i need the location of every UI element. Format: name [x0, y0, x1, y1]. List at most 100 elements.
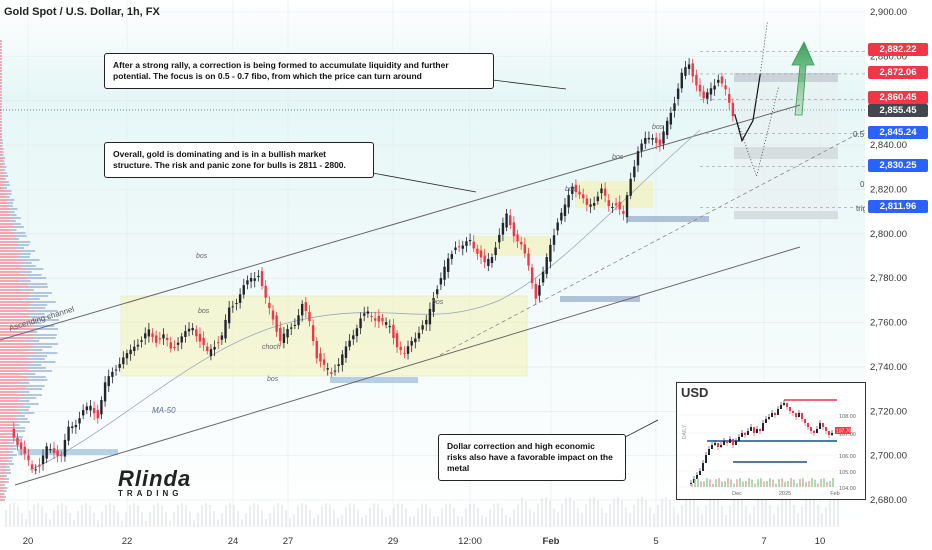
candle-body	[111, 371, 114, 377]
candle-body	[523, 244, 527, 254]
candle-body	[585, 198, 589, 205]
profile-bar	[0, 79, 2, 81]
profile-bar	[1, 79, 2, 81]
volume-bar	[477, 507, 479, 527]
projection-dotted	[734, 87, 779, 178]
profile-bar	[0, 367, 28, 369]
volume-bar	[669, 499, 671, 527]
profile-bar	[0, 415, 15, 417]
profile-bar	[0, 388, 26, 390]
profile-bar	[0, 355, 29, 357]
profile-bar	[18, 406, 31, 408]
inset-candle	[705, 455, 707, 463]
candle-body	[647, 137, 651, 140]
volume-bar	[125, 511, 127, 527]
profile-bar	[0, 439, 13, 441]
inset-candle	[831, 433, 833, 435]
volume-bar	[549, 501, 551, 527]
profile-bar	[1, 103, 2, 105]
profile-bar	[0, 58, 2, 60]
candle-body	[187, 328, 191, 332]
profile-bar	[34, 310, 59, 312]
inset-candle	[699, 471, 701, 475]
candle-body	[89, 405, 92, 411]
candle-body	[147, 329, 151, 337]
profile-bar	[28, 295, 49, 297]
profile-bar	[28, 379, 48, 381]
volume-bar	[121, 520, 123, 527]
profile-bar	[0, 94, 2, 96]
volume-bar	[5, 510, 7, 527]
volume-bar	[821, 513, 823, 527]
profile-bar	[18, 253, 31, 255]
profile-bar	[0, 316, 31, 318]
volume-bar	[681, 505, 683, 527]
volume-bar	[829, 500, 831, 527]
profile-bar	[17, 421, 30, 423]
inset-volume-bar	[742, 481, 744, 487]
candle-body	[81, 410, 85, 416]
volume-bar	[93, 512, 95, 527]
profile-bar	[0, 490, 4, 492]
profile-bar	[0, 259, 24, 261]
volume-bar	[317, 514, 319, 527]
inset-volume-bar	[694, 479, 696, 487]
profile-bar	[2, 151, 4, 153]
inset-candle	[756, 429, 758, 433]
volume-bar	[9, 504, 11, 527]
profile-bar	[0, 193, 7, 195]
candle-body	[107, 376, 110, 387]
volume-bar	[373, 503, 375, 527]
profile-bar	[0, 241, 19, 243]
inset-volume-bar	[826, 481, 828, 487]
y-tick-label: 2,720.00	[870, 406, 907, 417]
profile-bar	[0, 463, 9, 465]
volume-bar	[389, 515, 391, 527]
profile-bar	[1, 61, 2, 63]
profile-bar	[0, 373, 22, 375]
profile-bar	[7, 202, 14, 204]
candle-body	[96, 409, 99, 419]
profile-bar	[0, 382, 18, 384]
candle-body	[673, 103, 676, 111]
candle-body	[366, 311, 370, 314]
candle-body	[224, 319, 227, 339]
candle-body	[501, 222, 505, 235]
profile-bar	[7, 451, 14, 453]
volume-bar	[57, 504, 59, 527]
candle-body	[476, 248, 479, 254]
price-box: 2,830.25	[868, 159, 928, 172]
profile-bar	[1, 73, 2, 75]
candle-body	[63, 439, 67, 457]
candle-body	[443, 266, 446, 280]
candle-body	[516, 234, 519, 242]
profile-bar	[0, 385, 27, 387]
candle-body	[436, 289, 439, 295]
logo-text-top: Rlinda	[118, 466, 192, 491]
inset-volume-bar	[775, 483, 777, 487]
volume-bar	[265, 519, 267, 527]
profile-bar	[0, 187, 5, 189]
profile-bar	[2, 163, 5, 165]
volume-bar	[345, 507, 347, 527]
inset-volume-bar	[766, 481, 768, 487]
volume-bar	[409, 516, 411, 527]
candle-body	[151, 333, 154, 338]
y-axis: 2,900.002,880.002,860.002,840.002,820.00…	[865, 0, 932, 550]
bos-label: bos	[432, 299, 444, 306]
profile-bar	[0, 142, 2, 144]
profile-bar	[0, 55, 2, 57]
volume-bar	[717, 499, 719, 527]
candle-body	[487, 259, 490, 266]
profile-bar	[12, 223, 21, 225]
profile-bar	[14, 247, 25, 249]
candle-body	[60, 455, 63, 457]
candle-body	[217, 342, 220, 344]
volume-bar	[673, 506, 675, 527]
volume-bar	[533, 511, 535, 527]
profile-bar	[0, 184, 6, 186]
candle-body	[665, 120, 669, 136]
profile-bar	[0, 403, 24, 405]
candle-body	[676, 88, 680, 100]
candle-body	[731, 102, 735, 117]
